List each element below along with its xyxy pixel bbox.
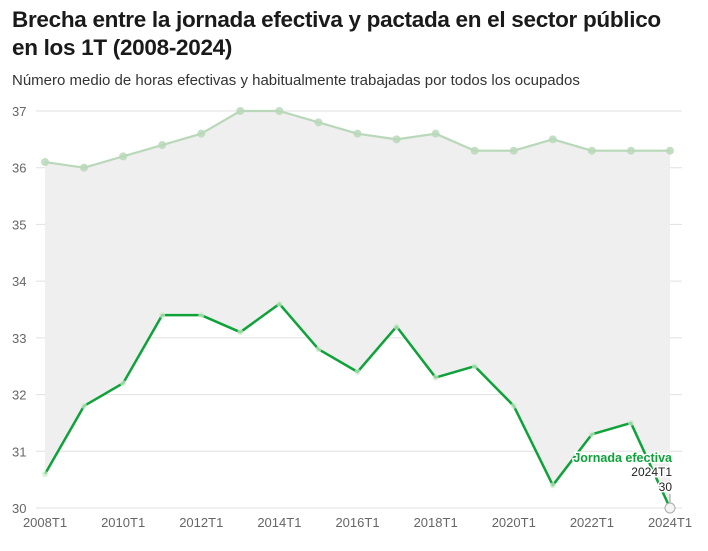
data-point	[353, 129, 362, 138]
data-point	[120, 380, 127, 387]
annotation: Jornada efectiva 2024T1 30	[572, 450, 676, 514]
gap-fill	[45, 111, 670, 508]
x-axis: 2008T1 2010T1 2012T1 2014T1 2016T1 2018T1 2020…	[23, 515, 692, 530]
data-point	[198, 312, 205, 319]
data-point	[275, 107, 284, 115]
x-tick-label: 2020T1	[492, 515, 536, 530]
y-tick-label: 37	[12, 104, 26, 119]
data-point	[470, 146, 479, 155]
data-point	[42, 470, 48, 477]
series-lines	[41, 107, 674, 511]
data-point	[509, 146, 518, 155]
y-tick-label: 33	[12, 331, 26, 346]
data-point	[549, 482, 556, 489]
y-tick-label: 36	[12, 161, 26, 176]
x-tick-label: 2014T1	[257, 515, 301, 530]
x-tick-label: 2016T1	[335, 515, 379, 530]
x-tick-label: 2012T1	[179, 515, 223, 530]
data-point	[119, 152, 128, 161]
data-point	[314, 118, 323, 127]
data-point	[197, 129, 206, 138]
data-point	[236, 107, 245, 115]
data-point	[587, 146, 596, 155]
data-point	[588, 431, 595, 438]
x-tick-label: 2022T1	[570, 515, 614, 530]
annotation-series-label: Jornada efectiva	[573, 451, 673, 465]
annotation-value: 30	[659, 480, 673, 494]
data-point	[41, 158, 49, 167]
data-point	[81, 402, 88, 409]
data-point	[80, 163, 89, 172]
data-point	[276, 300, 283, 307]
data-point	[159, 312, 166, 319]
y-axis: 30 31 32 33 34 35 36 37	[12, 104, 26, 516]
data-point	[237, 329, 244, 336]
highlight-point	[664, 502, 676, 514]
y-tick-label: 34	[12, 274, 26, 289]
data-point	[666, 146, 674, 155]
y-tick-label: 30	[12, 501, 26, 516]
data-point	[471, 363, 478, 370]
data-point	[315, 346, 322, 353]
data-point	[432, 374, 439, 381]
x-tick-label: 2008T1	[23, 515, 67, 530]
y-tick-label: 31	[12, 444, 26, 459]
data-point	[626, 146, 635, 155]
annotation-x-label: 2024T1	[631, 465, 672, 479]
data-point	[158, 141, 167, 150]
data-point	[548, 135, 557, 144]
y-tick-label: 35	[12, 217, 26, 232]
data-point	[392, 135, 401, 144]
data-point	[627, 419, 634, 426]
chart-subtitle: Número medio de horas efectivas y habitu…	[12, 72, 580, 89]
x-tick-label: 2018T1	[414, 515, 458, 530]
x-tick-label: 2024T1	[648, 515, 692, 530]
y-tick-label: 32	[12, 388, 26, 403]
x-tick-label: 2010T1	[101, 515, 145, 530]
gap-area	[45, 111, 670, 508]
data-point	[393, 323, 400, 330]
data-point	[510, 402, 517, 409]
data-point	[354, 368, 361, 375]
chart-title: Brecha entre la jornada efectiva y pacta…	[12, 7, 661, 60]
data-point	[431, 129, 440, 138]
